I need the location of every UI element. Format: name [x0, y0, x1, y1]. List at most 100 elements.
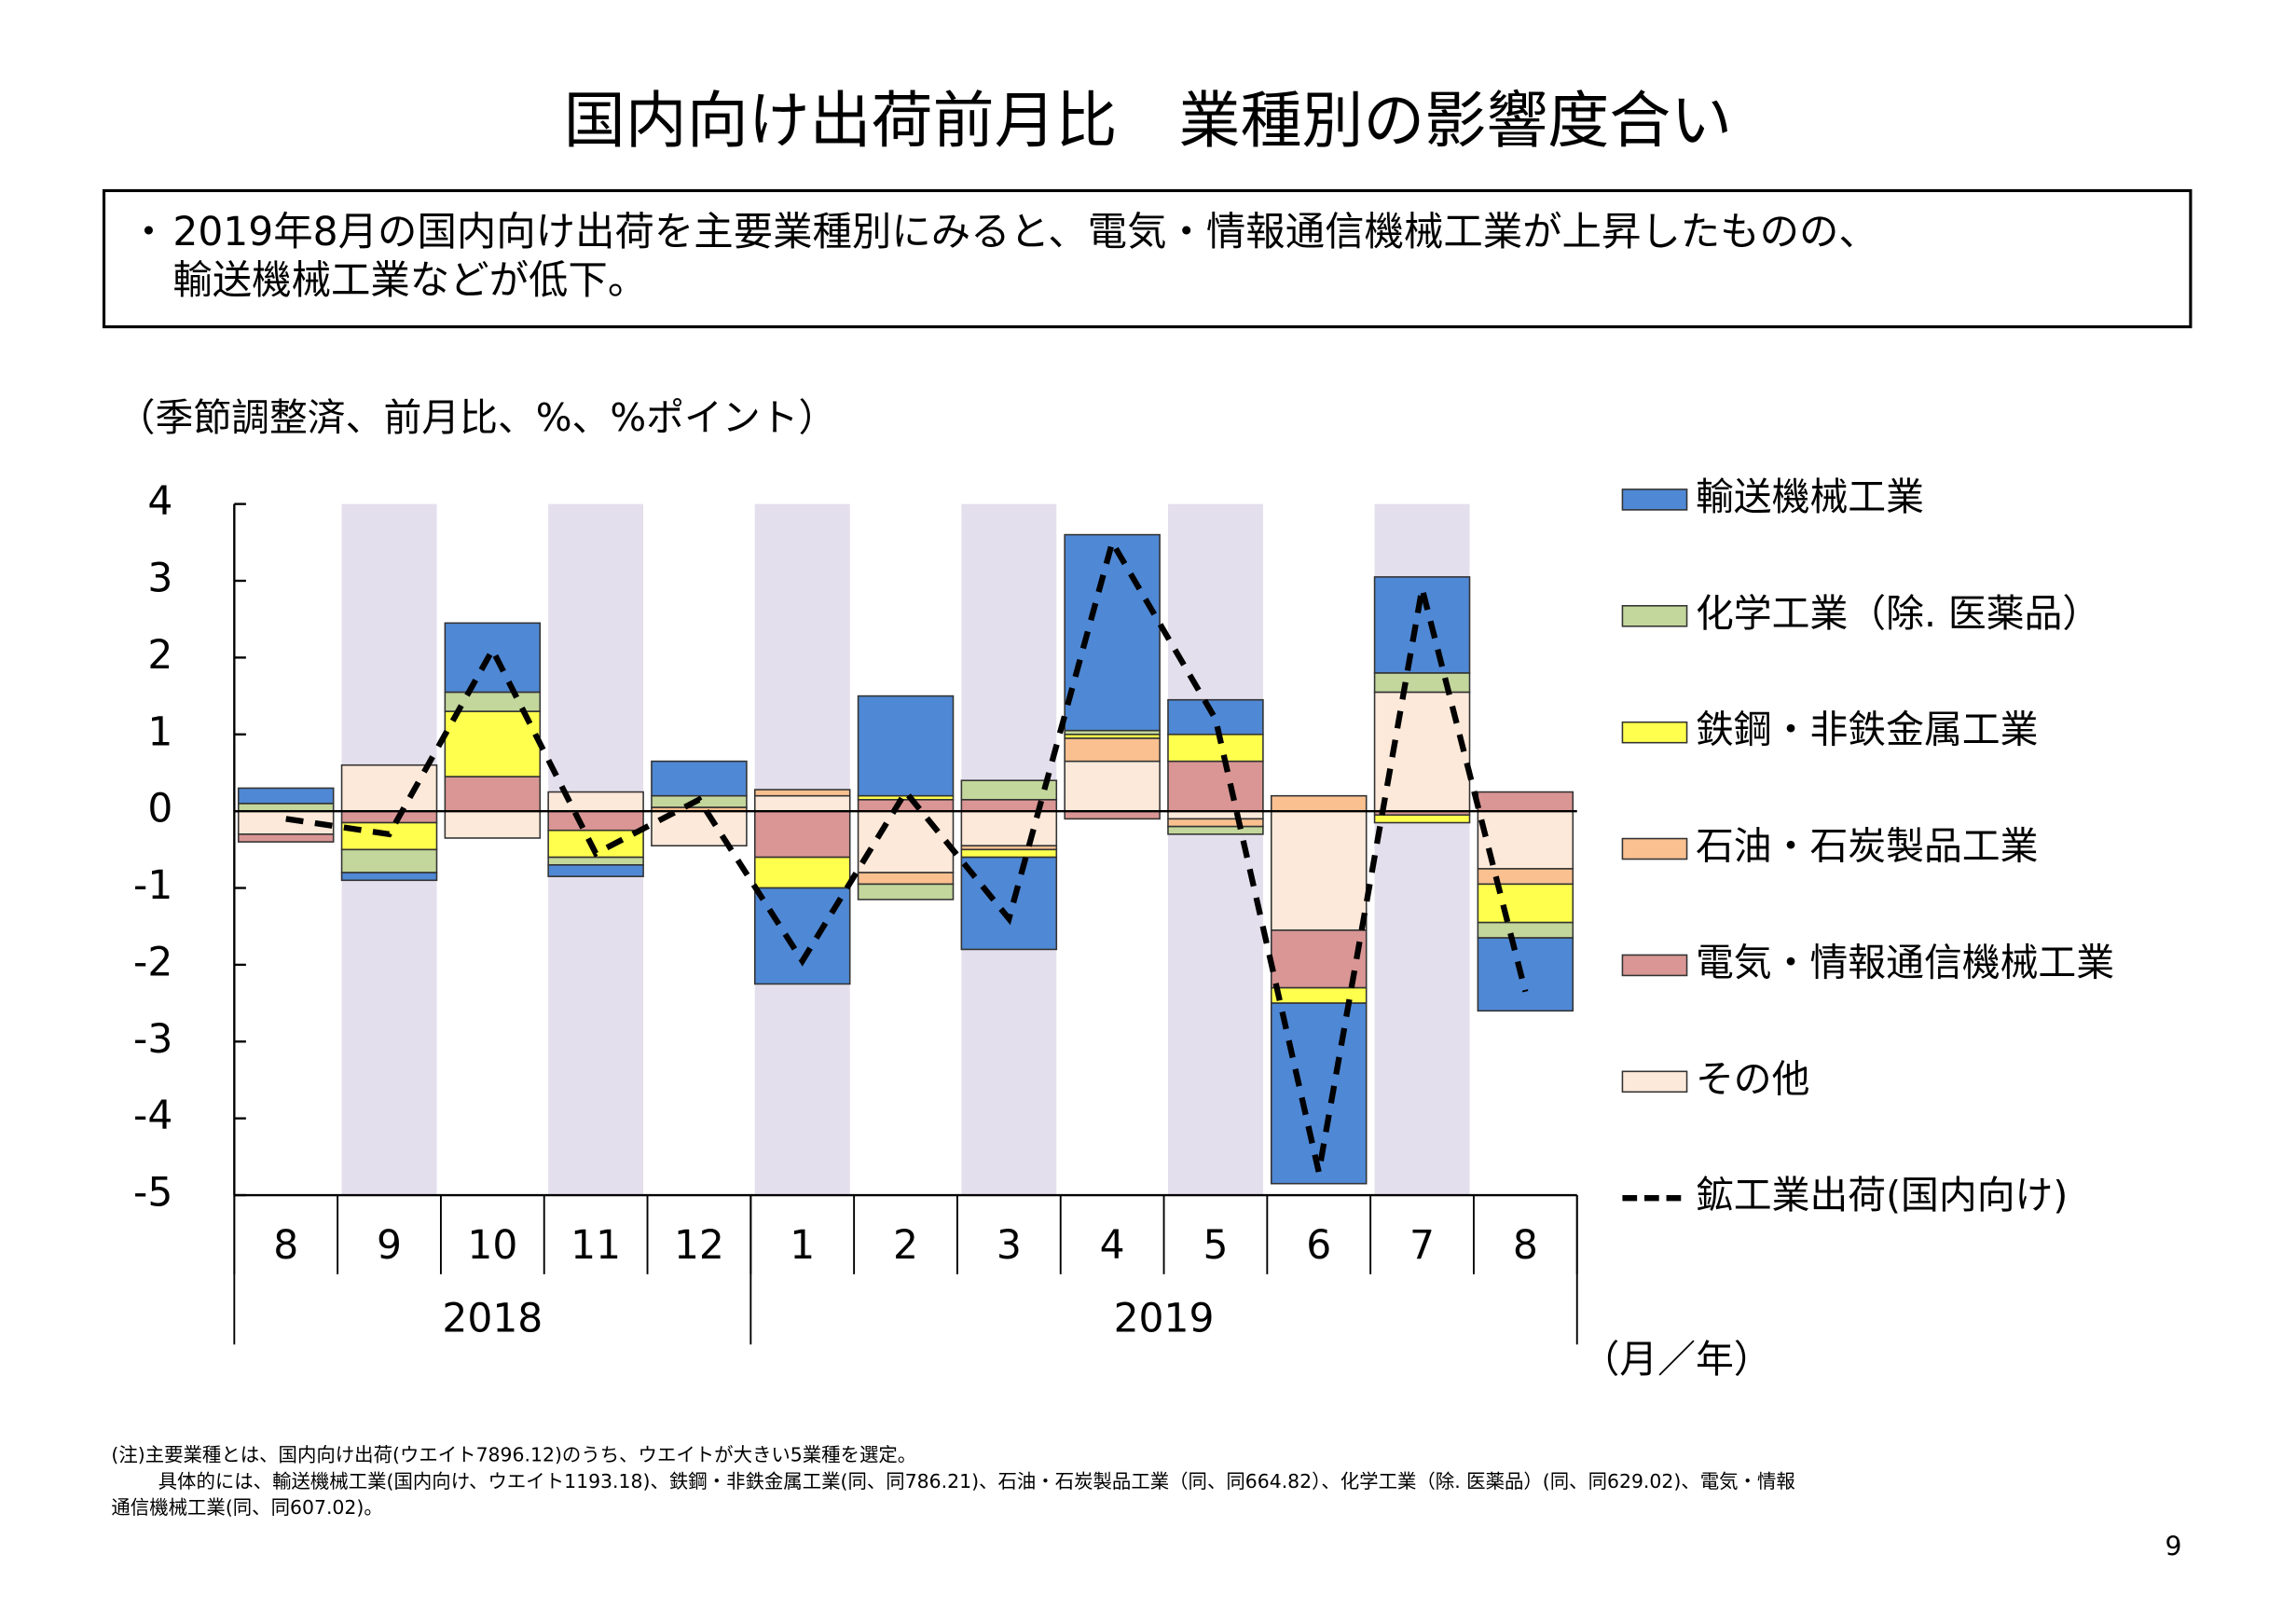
- legend-swatch: [1621, 1070, 1688, 1093]
- bar-segment: [1373, 814, 1471, 824]
- x-tick-label: 3: [997, 1223, 1022, 1269]
- bar-segment: [444, 622, 542, 694]
- bar-segment: [753, 789, 851, 797]
- bar-segment: [1064, 810, 1161, 820]
- x-tick-label: 2: [893, 1223, 918, 1269]
- bar-segment: [1167, 760, 1264, 812]
- legend-swatch: [1621, 837, 1688, 860]
- bullet: ・: [129, 210, 168, 255]
- y-tick-label: 1: [147, 709, 172, 755]
- bar-segment: [753, 856, 851, 889]
- bar-segment: [1167, 825, 1264, 835]
- bar-segment: [1477, 868, 1574, 886]
- x-tick-label: 10: [467, 1223, 517, 1269]
- y-tick-label: -2: [133, 940, 172, 985]
- bar-segment: [1477, 791, 1574, 812]
- summary-line: 2019年8月の国内向け出荷を主要業種別にみると、電気・情報通信機械工業が上昇し…: [172, 210, 1877, 255]
- legend-swatch: [1621, 488, 1688, 511]
- bar-segment: [1270, 794, 1368, 812]
- bar-segment: [340, 763, 438, 812]
- x-tick-label: 9: [377, 1223, 402, 1269]
- slide-title: 国内向け出荷前月比 業種別の影響度合い: [564, 85, 1732, 157]
- legend-swatch: [1621, 954, 1688, 977]
- bar-segment: [857, 872, 955, 886]
- y-tick-label: 4: [147, 479, 172, 525]
- bar-segment: [444, 776, 542, 812]
- bar-segment: [1477, 937, 1574, 1012]
- bar-segment: [547, 810, 644, 832]
- note: 具体的には、輸送機械工業(国内向け、ウエイト1193.18)、鉄鋼・非鉄金属工業…: [158, 1470, 1795, 1492]
- bar-segment: [1373, 672, 1471, 694]
- x-tick-label: 8: [273, 1223, 298, 1269]
- x-axis-label: （月／年）: [1581, 1337, 1771, 1382]
- bar-segment: [237, 803, 335, 812]
- legend-label: 鉄鋼・非鉄金属工業: [1696, 708, 2038, 752]
- group-label: 2019: [1114, 1297, 1215, 1342]
- page-number: 9: [2165, 1532, 2181, 1562]
- bar-segment: [1064, 760, 1161, 812]
- y-tick-label: -5: [133, 1171, 172, 1217]
- y-tick-label: -1: [133, 863, 172, 909]
- bar-segment: [857, 810, 955, 873]
- bar-segment: [1477, 921, 1574, 939]
- bar-segment: [1064, 737, 1161, 763]
- bar-segment: [237, 833, 335, 843]
- bar-segment: [753, 810, 851, 859]
- y-tick-label: 2: [147, 633, 172, 679]
- y-tick-label: -4: [133, 1093, 172, 1139]
- x-tick-label: 4: [1100, 1223, 1125, 1269]
- note: (注)主要業種とは、国内向け出荷(ウエイト7896.12)のうち、ウエイトが大き…: [111, 1444, 916, 1466]
- y-tick-label: 0: [147, 787, 172, 832]
- unit-label: （季節調整済、前月比、%、%ポイント）: [117, 395, 837, 440]
- bar-segment: [960, 779, 1058, 801]
- summary-box: [102, 188, 2193, 329]
- bar-segment: [340, 848, 438, 873]
- bar-segment: [1167, 818, 1264, 828]
- y-tick-label: 3: [147, 557, 172, 602]
- bar-segment: [960, 848, 1058, 859]
- legend-swatch: [1621, 605, 1688, 627]
- legend-label: 鉱工業出荷(国内向け): [1696, 1173, 2068, 1217]
- bar-segment: [237, 787, 335, 805]
- x-tick-label: 1: [790, 1223, 815, 1269]
- bar-segment: [1477, 883, 1574, 924]
- bar-segment: [1064, 533, 1161, 732]
- note: 通信機械工業(同、同607.02)。: [111, 1496, 382, 1519]
- x-tick-label: 7: [1409, 1223, 1435, 1269]
- bar-segment: [1270, 810, 1368, 931]
- bar-segment: [547, 791, 644, 812]
- bar-segment: [547, 856, 644, 866]
- bar-segment: [857, 883, 955, 901]
- bar-segment: [960, 856, 1058, 951]
- bar-segment: [651, 760, 748, 797]
- legend-label: 石油・石炭製品工業: [1696, 824, 2038, 869]
- shaded-band: [1167, 503, 1263, 1196]
- bar-segment: [857, 695, 955, 797]
- y-tick-label: -3: [133, 1017, 172, 1063]
- x-tick-label: 11: [571, 1223, 621, 1269]
- bar-segment: [1373, 576, 1471, 674]
- legend-label: 輸送機械工業: [1696, 475, 1924, 519]
- x-tick-label: 5: [1203, 1223, 1228, 1269]
- bar-segment: [857, 799, 955, 812]
- legend-label: その他: [1696, 1056, 1810, 1101]
- bar-segment: [340, 810, 438, 824]
- bar-segment: [753, 794, 851, 812]
- bar-segment: [444, 810, 542, 839]
- summary-line: 輸送機械工業などが低下。: [172, 258, 647, 304]
- legend-label: 電気・情報通信機械工業: [1696, 940, 2114, 984]
- bar-segment: [1167, 810, 1264, 820]
- legend-swatch: [1621, 721, 1688, 744]
- bar-segment: [960, 810, 1058, 847]
- bar-segment: [444, 710, 542, 777]
- x-tick-label: 12: [674, 1223, 724, 1269]
- bar-segment: [1167, 733, 1264, 763]
- legend-label: 化学工業（除. 医薬品）: [1696, 591, 2100, 636]
- bar-segment: [340, 872, 438, 882]
- x-tick-label: 8: [1513, 1223, 1538, 1269]
- bar-segment: [1270, 1002, 1368, 1185]
- x-tick-label: 6: [1306, 1223, 1331, 1269]
